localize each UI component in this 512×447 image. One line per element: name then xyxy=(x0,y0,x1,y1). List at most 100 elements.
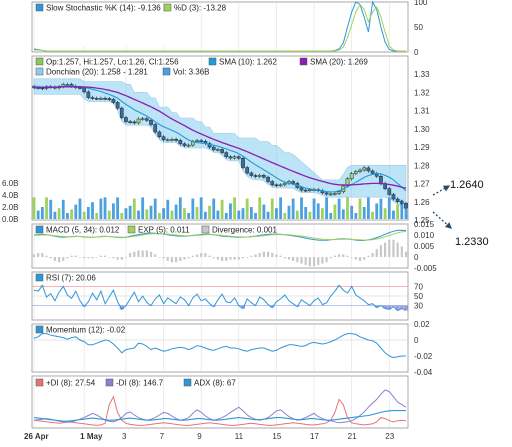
momentum-y-tick: 0 xyxy=(414,336,419,345)
momentum-y-tick: 0.02 xyxy=(414,320,430,329)
candle-body xyxy=(345,178,350,187)
divergence-bar xyxy=(129,253,132,257)
divergence-bar xyxy=(141,250,144,257)
volume-bar xyxy=(283,213,287,219)
legend-swatch xyxy=(35,67,44,76)
volume-bar xyxy=(74,204,78,219)
candle-body xyxy=(174,139,178,141)
volume-bar xyxy=(354,213,358,219)
x-date-tick: 21 xyxy=(348,432,357,441)
legend-label: Vol: 3.36B xyxy=(173,68,209,77)
price-y-tick: 1.31 xyxy=(414,107,430,116)
candle-body xyxy=(241,157,245,168)
volume-bar xyxy=(337,198,341,219)
divergence-bar xyxy=(166,257,169,261)
volume-bar xyxy=(36,210,40,219)
macd-y-tick: 0.015 xyxy=(414,220,435,229)
volume-bar xyxy=(254,213,257,219)
minus-di-line xyxy=(33,389,407,424)
candle-body xyxy=(124,117,128,122)
volume-bar xyxy=(49,199,53,219)
candle-body xyxy=(199,140,204,142)
legend-label: ADX (8): 67 xyxy=(194,379,236,388)
divergence-bar xyxy=(62,257,65,261)
sma20-line xyxy=(33,86,407,189)
volume-bar xyxy=(145,209,149,219)
volume-bar xyxy=(404,209,408,219)
divergence-bar xyxy=(137,250,140,257)
macd-exp-line xyxy=(33,231,407,241)
legend-swatch xyxy=(105,378,114,387)
legend-label: Op:1.257, Hi:1.257, Lo:1.26, Cl:1.256 xyxy=(46,58,179,67)
volume-bar xyxy=(70,209,74,219)
x-date-tick: 15 xyxy=(272,432,281,441)
volume-bar xyxy=(40,207,44,219)
divergence-bar xyxy=(379,245,383,257)
divergence-bar xyxy=(74,255,77,257)
candle-body xyxy=(107,98,112,100)
volume-bar xyxy=(86,207,90,219)
candle-body xyxy=(257,175,262,177)
divergence-bar xyxy=(170,257,174,263)
volume-bar xyxy=(275,208,278,219)
candle-body xyxy=(391,194,396,200)
candle-body xyxy=(119,107,124,118)
candle-body xyxy=(178,140,183,145)
price-y-tick: 1.27 xyxy=(414,180,430,189)
target-down-label: 1.2330 xyxy=(455,236,489,248)
divergence-bar xyxy=(312,257,316,267)
volume-bar xyxy=(341,209,345,219)
candle-body xyxy=(207,143,212,148)
rsi-y-tick: 70 xyxy=(414,282,423,291)
divergence-bar xyxy=(246,257,249,258)
divergence-bar xyxy=(87,257,90,259)
volume-bar xyxy=(208,205,211,219)
divergence-bar xyxy=(363,257,366,260)
divergence-bar xyxy=(41,253,44,257)
divergence-bar xyxy=(91,257,94,259)
volume-bar xyxy=(291,198,295,219)
candle-body xyxy=(103,98,107,100)
volume-bar xyxy=(45,197,48,219)
candle-body xyxy=(211,146,216,151)
divergence-bar xyxy=(375,249,378,257)
candle-body xyxy=(282,182,287,186)
volume-bar xyxy=(124,208,128,219)
volume-bar xyxy=(224,213,228,219)
candle-body xyxy=(303,189,308,192)
volume-bar xyxy=(137,210,140,219)
volume-axis-tick: 2.0B xyxy=(2,203,18,212)
divergence-bar xyxy=(296,257,299,263)
divergence-bar xyxy=(342,254,345,257)
volume-bar xyxy=(78,198,82,219)
divergence-bar xyxy=(183,257,186,260)
volume-bar xyxy=(178,197,182,219)
volume-bar xyxy=(149,205,153,219)
candle-body xyxy=(99,98,103,100)
volume-bar xyxy=(233,197,237,219)
divergence-bar xyxy=(53,257,56,261)
volume-bar xyxy=(191,198,195,219)
price-y-tick: 1.28 xyxy=(414,161,430,170)
volume-bar xyxy=(316,203,320,219)
macd-y-tick: -0.005 xyxy=(414,264,437,273)
divergence-bar xyxy=(237,257,240,260)
divergence-bar xyxy=(325,257,328,263)
volume-bar xyxy=(366,197,370,219)
legend-swatch xyxy=(208,57,217,66)
candle-body xyxy=(232,156,237,159)
momentum-line xyxy=(33,333,406,359)
macd-y-tick: 0.010 xyxy=(414,231,435,240)
legend-label: Divergence: 0.001 xyxy=(212,226,277,235)
x-date-tick: 9 xyxy=(197,432,202,441)
rsi-oversold-fill xyxy=(395,305,400,311)
divergence-bar xyxy=(187,257,190,259)
volume-bar xyxy=(174,204,178,219)
candle-body xyxy=(65,84,70,86)
candle-body xyxy=(253,175,258,177)
volume-bar xyxy=(187,213,191,219)
divergence-bar xyxy=(99,255,102,257)
legend-label: +DI (8): 27.54 xyxy=(46,379,96,388)
divergence-bar xyxy=(57,257,61,263)
divergence-bar xyxy=(179,257,182,261)
